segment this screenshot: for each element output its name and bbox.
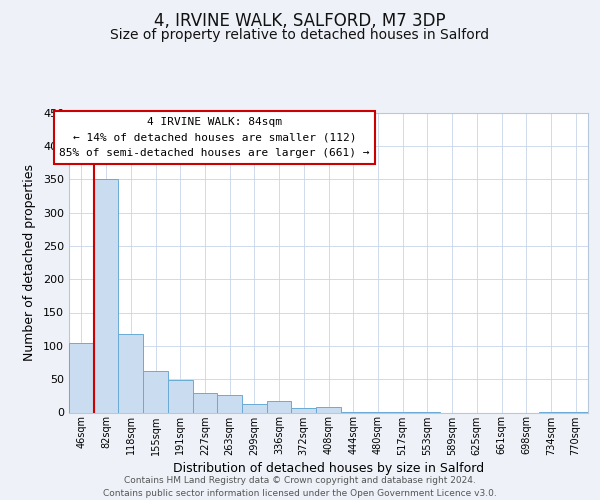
- Text: 4 IRVINE WALK: 84sqm
← 14% of detached houses are smaller (112)
85% of semi-deta: 4 IRVINE WALK: 84sqm ← 14% of detached h…: [59, 117, 370, 158]
- Bar: [69, 342, 94, 412]
- Bar: [168, 380, 193, 412]
- Bar: [143, 370, 168, 412]
- Bar: [193, 392, 217, 412]
- Y-axis label: Number of detached properties: Number of detached properties: [23, 164, 36, 361]
- Text: Contains public sector information licensed under the Open Government Licence v3: Contains public sector information licen…: [103, 489, 497, 498]
- Bar: [292, 408, 316, 412]
- Bar: [316, 407, 341, 412]
- Bar: [217, 395, 242, 412]
- Text: Size of property relative to detached houses in Salford: Size of property relative to detached ho…: [110, 28, 490, 42]
- Text: 4, IRVINE WALK, SALFORD, M7 3DP: 4, IRVINE WALK, SALFORD, M7 3DP: [154, 12, 446, 30]
- Bar: [118, 334, 143, 412]
- X-axis label: Distribution of detached houses by size in Salford: Distribution of detached houses by size …: [173, 462, 484, 474]
- Text: Contains HM Land Registry data © Crown copyright and database right 2024.: Contains HM Land Registry data © Crown c…: [124, 476, 476, 485]
- Bar: [267, 400, 292, 412]
- Bar: [94, 179, 118, 412]
- Bar: [242, 404, 267, 412]
